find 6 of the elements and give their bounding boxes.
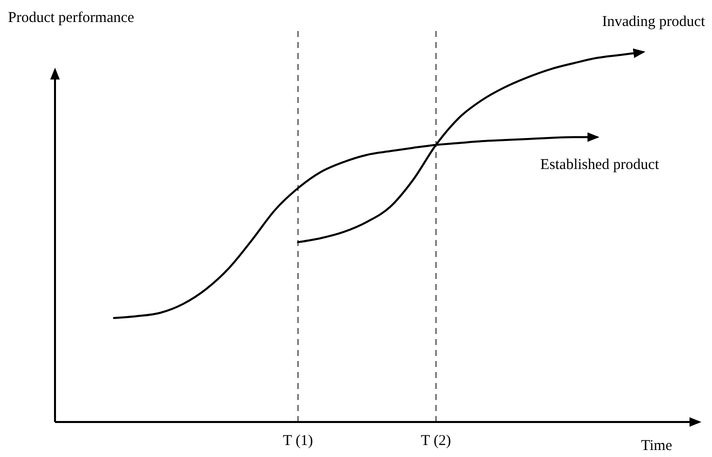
series-label: Invading product — [602, 14, 706, 30]
y-axis-title: Product performance — [8, 10, 135, 26]
series-label: Established product — [540, 157, 660, 174]
x-tick-label: T (2) — [420, 433, 452, 449]
x-tick-label: T (1) — [282, 433, 314, 449]
x-axis-title: Time — [641, 438, 672, 454]
